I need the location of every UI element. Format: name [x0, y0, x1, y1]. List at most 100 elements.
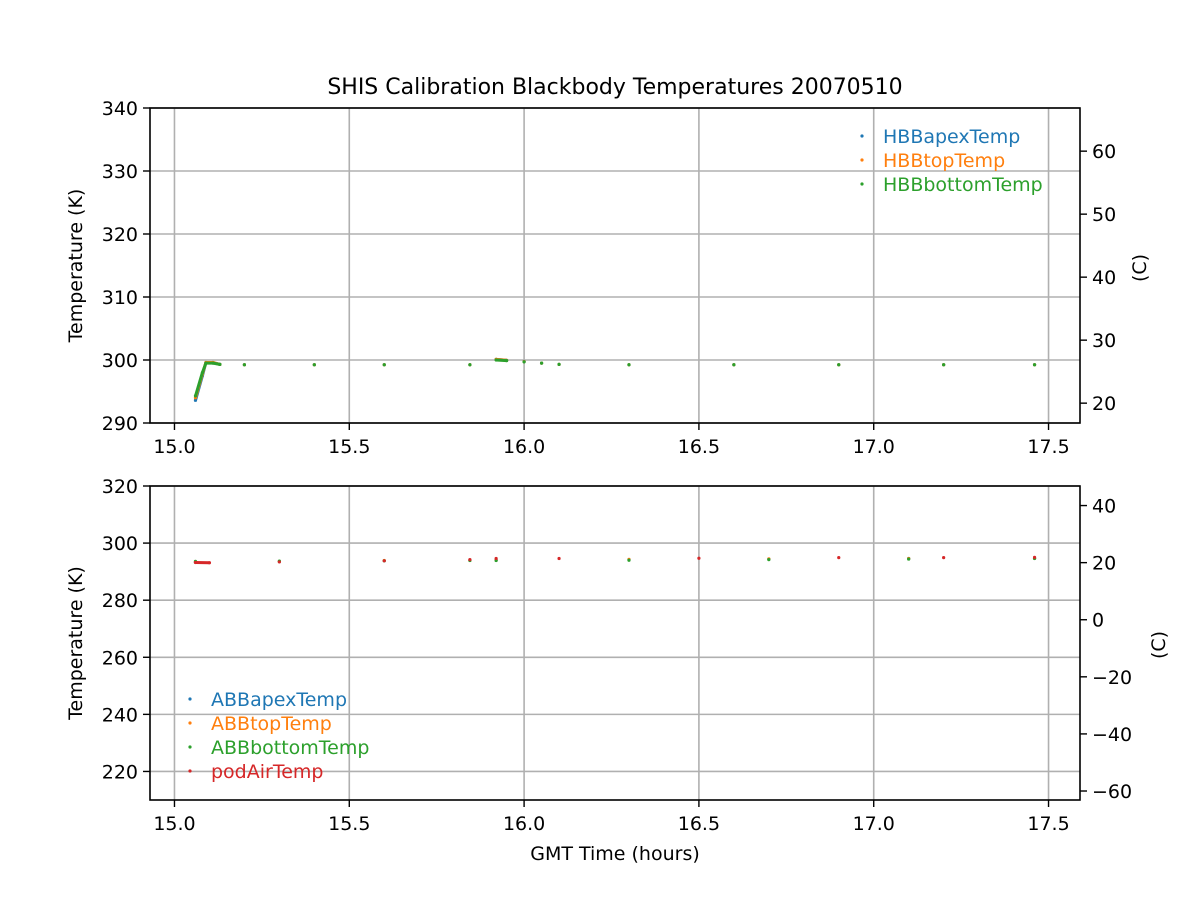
y-tick-label: 220: [102, 761, 138, 783]
data-point: [837, 556, 841, 560]
series-trace: [496, 358, 507, 363]
bottom-panel: 15.0 15.5 16.0 16.5 17.0 17.5 220 240 260 280 300 3…: [65, 476, 1170, 835]
figure-title: SHIS Calibration Blackbody Temperatures …: [327, 75, 902, 100]
data-point: [627, 558, 631, 562]
data-point: [732, 363, 736, 367]
x-tick-label: 15.0: [153, 813, 195, 835]
y-tick-label: 290: [102, 413, 138, 435]
data-point: [494, 556, 498, 561]
data-point: [211, 361, 215, 365]
data-point: [697, 556, 701, 560]
series-HBBbottomTemp: [193, 358, 1037, 398]
plot-frame: [149, 485, 1081, 801]
data-point: [277, 560, 281, 564]
legend-label: HBBtopTemp: [883, 150, 1005, 172]
x-tick-label: 17.5: [1027, 813, 1069, 835]
data-point: [539, 361, 544, 365]
y-right-tick-label: 20: [1092, 393, 1116, 415]
data-point: [522, 360, 526, 364]
y-right-axis-label: (C): [1148, 631, 1170, 659]
series-podAirTemp: [193, 555, 1037, 565]
legend-marker: [860, 158, 864, 162]
y-tick-label: 260: [102, 647, 138, 669]
data-point: [494, 358, 498, 362]
y-tick-label: 310: [102, 287, 138, 309]
y-right-tick-label: 60: [1092, 141, 1116, 163]
x-tick-label: 15.5: [328, 813, 370, 835]
legend-marker: [860, 134, 864, 138]
y-right-tick-label: 50: [1092, 204, 1116, 226]
y-right-tick-label: 40: [1092, 267, 1116, 289]
legend-marker: [860, 182, 864, 186]
data-point: [837, 363, 841, 367]
legend-marker: [188, 745, 192, 749]
data-point: [204, 361, 208, 365]
data-point: [193, 398, 198, 402]
data-point: [200, 371, 205, 375]
legend-label: ABBbottomTemp: [211, 737, 369, 759]
x-axis-label: GMT Time (hours): [530, 843, 700, 865]
legend-marker: [188, 697, 192, 701]
y-right-tick-label: −40: [1092, 724, 1132, 746]
y-right-tick-label: 20: [1092, 553, 1116, 575]
legend-label: ABBtopTemp: [211, 713, 332, 735]
data-point: [207, 561, 212, 565]
data-point: [242, 363, 246, 367]
data-point: [218, 362, 222, 367]
data-point: [627, 363, 631, 367]
x-tick-label: 17.0: [853, 436, 895, 458]
data-point: [193, 560, 198, 565]
x-tick-label: 15.0: [153, 436, 195, 458]
data-point: [193, 394, 198, 398]
data-point: [942, 363, 946, 367]
data-point: [468, 363, 472, 367]
y-axis-label: Temperature (K): [65, 189, 87, 344]
data-point: [907, 557, 911, 561]
data-point: [312, 363, 316, 367]
legend-marker: [188, 769, 192, 773]
x-tick-label: 16.5: [678, 436, 720, 458]
legend-label: HBBbottomTemp: [883, 174, 1043, 196]
x-tick-label: 16.0: [503, 436, 545, 458]
y-tick-label: 320: [102, 224, 138, 246]
top-panel: 15.0 15.5 16.0 16.5 17.0 17.5 290 300 310 320 330 3…: [65, 98, 1151, 458]
y-tick-label: 330: [102, 161, 138, 183]
y-tick-label: 240: [102, 704, 138, 726]
data-point: [557, 556, 561, 561]
legend-label: ABBapexTemp: [211, 689, 347, 711]
data-point: [767, 558, 771, 562]
legend: ABBapexTempABBtopTempABBbottomTemppodAir…: [188, 689, 369, 783]
x-tick-label: 17.0: [853, 813, 895, 835]
y-right-tick-label: 40: [1092, 496, 1116, 518]
y-tick-label: 320: [102, 476, 138, 498]
x-tick-label: 16.0: [503, 813, 545, 835]
y-right-axis-label: (C): [1129, 254, 1151, 282]
legend-marker: [188, 721, 192, 725]
y-right-tick-label: 30: [1092, 330, 1116, 352]
y-right-tick-label: 0: [1092, 610, 1104, 632]
data-point: [468, 558, 472, 562]
x-tick-label: 16.5: [678, 813, 720, 835]
y-tick-label: 300: [102, 533, 138, 555]
data-point: [382, 363, 386, 367]
y-right-tick-label: −20: [1092, 667, 1132, 689]
legend-label: HBBapexTemp: [883, 126, 1020, 148]
data-point: [1032, 363, 1037, 367]
legend-label: podAirTemp: [211, 761, 323, 783]
plot-frame: [149, 107, 1081, 424]
data-point: [382, 559, 386, 563]
data-point: [942, 556, 946, 560]
data-point: [557, 362, 561, 367]
x-tick-label: 15.5: [328, 436, 370, 458]
y-tick-label: 340: [102, 98, 138, 120]
x-tick-label: 17.5: [1027, 436, 1069, 458]
data-point: [1032, 555, 1037, 559]
data-point: [505, 359, 509, 363]
y-right-tick-label: −60: [1092, 781, 1132, 803]
y-tick-label: 300: [102, 350, 138, 372]
y-tick-label: 280: [102, 590, 138, 612]
y-axis-label: Temperature (K): [65, 566, 87, 721]
